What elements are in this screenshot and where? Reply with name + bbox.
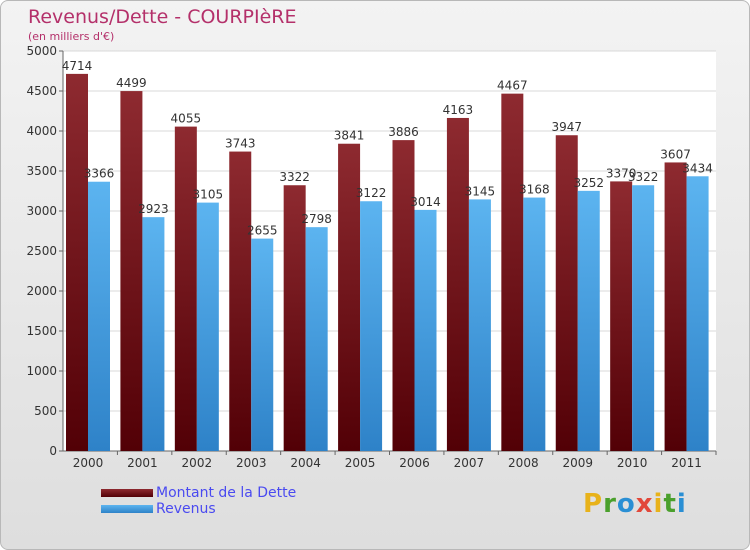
data-label-dette: 3743 xyxy=(225,137,256,151)
bar-dette xyxy=(610,181,633,451)
x-tick-label: 2011 xyxy=(671,456,702,470)
x-tick-label: 2002 xyxy=(182,456,213,470)
legend-label-dette: Montant de la Dette xyxy=(156,485,297,501)
x-tick-label: 2001 xyxy=(127,456,158,470)
bar-dette xyxy=(229,151,252,451)
bar-revenus xyxy=(577,190,600,451)
data-label-dette: 3886 xyxy=(388,125,419,139)
data-label-dette: 3841 xyxy=(334,129,365,143)
y-tick-label: 1500 xyxy=(26,324,57,338)
data-label-dette: 3607 xyxy=(660,147,691,161)
data-label-revenus: 2923 xyxy=(138,202,169,216)
bar-revenus xyxy=(88,181,110,451)
bar-revenus xyxy=(360,201,383,451)
x-tick-label: 2008 xyxy=(508,456,539,470)
data-label-revenus: 3322 xyxy=(628,170,659,184)
data-label-dette: 3370 xyxy=(606,166,637,180)
chart-title: Revenus/Dette - COURPIèRE xyxy=(28,6,297,28)
data-label-revenus: 3105 xyxy=(193,188,224,202)
chart-subtitle: (en milliers d'€) xyxy=(28,30,115,43)
bar-revenus xyxy=(142,217,165,451)
bar-dette xyxy=(338,143,361,451)
x-tick-label: 2005 xyxy=(345,456,376,470)
legend-swatch-dette xyxy=(101,489,153,497)
bar-revenus xyxy=(632,185,655,452)
y-tick-label: 4500 xyxy=(26,84,57,98)
y-tick-label: 3000 xyxy=(26,204,57,218)
bar-dette xyxy=(446,117,469,452)
bar-dette xyxy=(120,91,143,451)
data-label-dette: 4163 xyxy=(443,103,474,117)
logo-letter: i xyxy=(653,489,664,519)
proxiti-logo: Proxiti xyxy=(583,489,687,519)
logo-letter: x xyxy=(635,489,654,519)
data-label-dette: 3947 xyxy=(551,120,582,134)
data-label-revenus: 2655 xyxy=(247,224,278,238)
bar-revenus xyxy=(686,176,709,451)
x-tick-label: 2010 xyxy=(617,456,648,470)
data-label-revenus: 3366 xyxy=(84,167,115,181)
data-label-dette: 3322 xyxy=(279,170,310,184)
bar-revenus xyxy=(196,202,219,451)
data-label-revenus: 3252 xyxy=(573,176,604,190)
y-tick-label: 1000 xyxy=(26,364,57,378)
y-tick-label: 500 xyxy=(34,404,57,418)
bar-dette xyxy=(174,126,197,451)
data-label-revenus: 3122 xyxy=(356,186,387,200)
legend-label-revenus: Revenus xyxy=(156,501,216,517)
x-tick-label: 2007 xyxy=(454,456,485,470)
x-tick-label: 2000 xyxy=(73,456,104,470)
bar-dette xyxy=(664,162,687,451)
x-tick-label: 2009 xyxy=(562,456,593,470)
x-tick-label: 2004 xyxy=(290,456,321,470)
data-label-revenus: 3145 xyxy=(465,184,496,198)
data-label-dette: 4055 xyxy=(171,112,202,126)
bar-dette xyxy=(283,185,306,452)
logo-letter: o xyxy=(616,489,636,519)
bar-dette xyxy=(501,93,524,451)
data-label-revenus: 2798 xyxy=(301,212,332,226)
bar-revenus xyxy=(251,238,274,451)
legend-swatch-revenus xyxy=(101,505,153,513)
y-tick-label: 2000 xyxy=(26,284,57,298)
bar-revenus xyxy=(414,209,437,451)
bar-dette xyxy=(555,135,578,452)
bar-revenus xyxy=(523,197,546,451)
y-tick-label: 4000 xyxy=(26,124,57,138)
y-tick-label: 2500 xyxy=(26,244,57,258)
data-label-revenus: 3168 xyxy=(519,183,550,197)
x-tick-label: 2006 xyxy=(399,456,430,470)
y-tick-label: 5000 xyxy=(26,44,57,58)
data-label-dette: 4714 xyxy=(62,59,93,73)
logo-letter: i xyxy=(676,489,687,519)
bar-dette xyxy=(392,140,415,451)
y-tick-label: 0 xyxy=(49,444,57,458)
logo-letter: r xyxy=(603,489,617,519)
x-tick-label: 2003 xyxy=(236,456,267,470)
data-label-revenus: 3014 xyxy=(410,195,441,209)
data-label-dette: 4499 xyxy=(116,76,147,90)
bar-revenus xyxy=(468,199,491,451)
logo-letter: t xyxy=(663,489,677,519)
bar-dette xyxy=(66,73,88,451)
data-label-revenus: 3434 xyxy=(682,161,713,175)
y-tick-label: 3500 xyxy=(26,164,57,178)
data-label-dette: 4467 xyxy=(497,79,528,93)
logo-letter: P xyxy=(583,489,604,519)
bar-revenus xyxy=(305,227,328,451)
